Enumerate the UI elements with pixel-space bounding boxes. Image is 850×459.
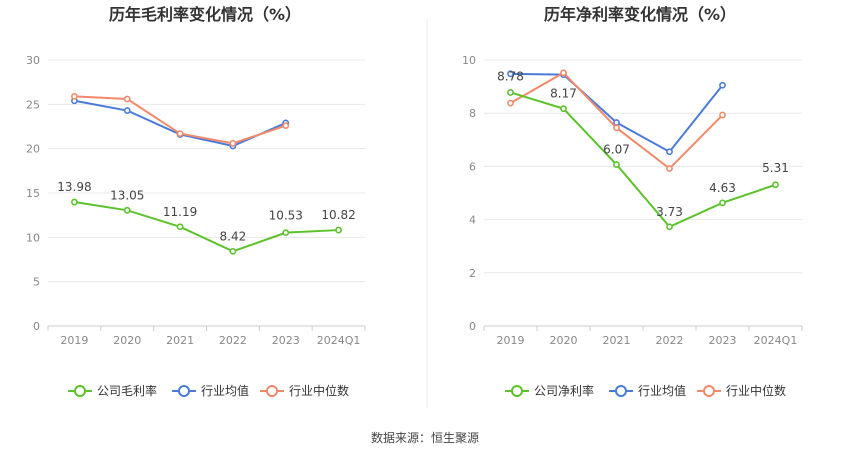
net-margin-chart: 历年净利率变化情况（%） 0 2 4 6 8 10 2019 2020 2021 2022 2023 2… <box>462 5 803 398</box>
data-point-median <box>613 124 620 132</box>
data-point-company <box>123 206 131 214</box>
legend-marker <box>703 385 715 397</box>
legend-label: 行业中位数 <box>289 383 349 398</box>
legend-label: 行业均值 <box>201 383 249 398</box>
x-tick-label: 2024Q1 <box>754 334 798 347</box>
y-tick-label: 15 <box>26 187 40 200</box>
legend-label: 行业中位数 <box>726 383 786 398</box>
data-point-median <box>71 92 78 100</box>
x-tick-label: 2023 <box>272 334 300 347</box>
y-tick-label: 4 <box>469 214 476 227</box>
data-point-median <box>507 99 514 107</box>
data-point-company <box>282 229 290 237</box>
x-tick-label: 2019 <box>60 334 88 347</box>
data-point-company <box>507 89 514 96</box>
y-tick-label: 25 <box>26 98 40 111</box>
data-label: 10.82 <box>321 208 355 222</box>
legend-marker <box>74 385 86 397</box>
legend-item-avg[interactable]: 行业均值 <box>172 383 249 398</box>
x-tick-label: 2023 <box>709 334 737 347</box>
legend-label: 公司净利率 <box>534 383 594 398</box>
data-point-company <box>229 247 237 255</box>
data-label: 11.19 <box>163 205 197 219</box>
data-point-company <box>176 223 184 231</box>
series-line-company <box>510 91 776 229</box>
data-label: 6.07 <box>603 143 630 157</box>
data-point-median <box>560 69 567 77</box>
legend-item-median[interactable]: 行业中位数 <box>260 383 349 398</box>
x-tick-label: 2024Q1 <box>317 334 361 347</box>
data-point-median <box>123 95 131 103</box>
data-point-median <box>229 139 237 147</box>
legend-label: 行业均值 <box>638 383 686 398</box>
legend-item-company[interactable]: 公司净利率 <box>505 383 594 398</box>
data-point-avg <box>719 81 726 89</box>
y-tick-label: 6 <box>469 160 476 173</box>
data-point-company <box>719 199 726 207</box>
legend-item-median[interactable]: 行业中位数 <box>697 383 786 398</box>
y-tick-label: 20 <box>26 143 40 156</box>
data-label: 4.63 <box>709 181 736 195</box>
y-tick-label: 5 <box>33 276 40 289</box>
y-tick-label: 0 <box>469 320 476 333</box>
data-label: 3.73 <box>656 205 683 219</box>
legend-item-company[interactable]: 公司毛利率 <box>68 383 157 398</box>
x-tick-label: 2021 <box>166 334 194 347</box>
y-tick-label: 0 <box>33 320 40 333</box>
data-point-median <box>666 165 673 172</box>
legend-marker <box>178 385 190 397</box>
data-point-avg <box>613 119 620 126</box>
x-tick-label: 2020 <box>550 334 578 347</box>
legend-marker <box>511 385 523 397</box>
chart-title: 历年毛利率变化情况（%） <box>109 5 301 24</box>
source-note: 数据来源：恒生聚源 <box>371 430 479 445</box>
data-point-company <box>666 223 673 231</box>
y-tick-label: 10 <box>26 231 40 244</box>
data-label: 5.31 <box>762 161 789 175</box>
legend-marker <box>266 385 278 397</box>
data-point-company <box>71 198 78 206</box>
data-point-median <box>719 111 726 119</box>
data-point-company <box>335 226 342 234</box>
data-point-company <box>613 161 620 168</box>
x-tick-label: 2020 <box>113 334 141 347</box>
data-label: 8.17 <box>550 87 577 101</box>
x-tick-label: 2022 <box>656 334 684 347</box>
legend-marker <box>615 385 627 397</box>
data-label: 13.98 <box>57 180 91 194</box>
data-label: 8.78 <box>497 69 524 83</box>
x-tick-label: 2019 <box>497 334 525 347</box>
chart-title: 历年净利率变化情况（%） <box>544 5 736 24</box>
legend-item-avg[interactable]: 行业均值 <box>609 383 686 398</box>
data-label: 8.42 <box>220 229 247 243</box>
data-point-median <box>282 122 290 130</box>
data-point-company <box>560 105 567 113</box>
series-line-company <box>74 201 339 253</box>
y-tick-label: 2 <box>469 267 476 280</box>
data-point-avg <box>507 70 514 78</box>
gross-margin-chart: 历年毛利率变化情况（%） 0 5 10 15 20 25 30 2019 2020 2021 2022… <box>26 5 366 398</box>
data-label: 13.05 <box>110 188 144 202</box>
data-point-company <box>772 181 779 189</box>
series-line-avg <box>74 99 287 148</box>
data-point-median <box>176 130 184 137</box>
legend-label: 公司毛利率 <box>97 383 157 398</box>
data-label: 10.53 <box>269 209 303 223</box>
y-tick-label: 8 <box>469 107 476 120</box>
data-point-avg <box>123 107 131 114</box>
x-tick-label: 2022 <box>219 334 247 347</box>
y-tick-label: 10 <box>462 54 476 67</box>
y-tick-label: 30 <box>26 54 40 67</box>
data-point-avg <box>666 148 673 156</box>
x-tick-label: 2021 <box>603 334 631 347</box>
